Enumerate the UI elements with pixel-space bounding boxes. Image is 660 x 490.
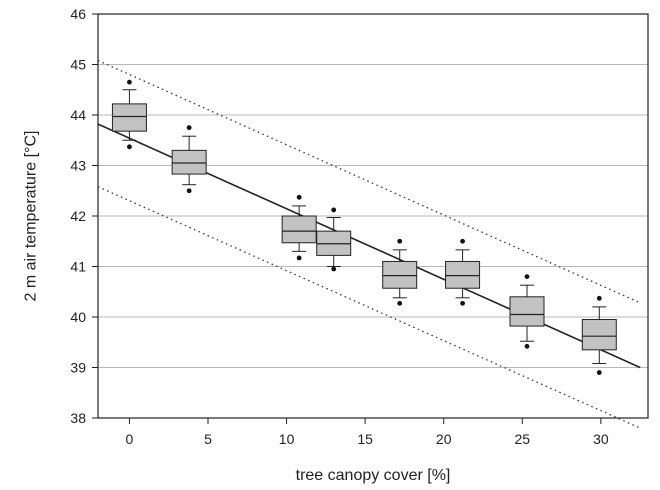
boxes xyxy=(111,79,617,375)
x-tick-label: 5 xyxy=(204,431,212,447)
outlier-point xyxy=(127,144,132,150)
outlier-point xyxy=(524,343,530,349)
y-tick-label: 44 xyxy=(70,107,86,123)
outlier-point xyxy=(331,266,337,272)
prediction-bounds xyxy=(97,59,641,429)
box-body xyxy=(111,103,147,132)
outlier-point xyxy=(460,238,465,244)
box-body xyxy=(281,215,317,244)
y-axis-title: 2 m air temperature [°C] xyxy=(23,131,40,302)
x-tick-label: 30 xyxy=(593,431,609,447)
box xyxy=(445,238,481,306)
box-body xyxy=(171,149,207,175)
box xyxy=(581,295,617,375)
outlier-point xyxy=(186,188,192,194)
box-body xyxy=(382,260,418,289)
x-tick-label: 10 xyxy=(279,431,295,447)
box xyxy=(111,79,147,150)
y-tick-label: 45 xyxy=(70,57,86,73)
y-tick-label: 42 xyxy=(70,208,86,224)
x-tick-label: 25 xyxy=(514,431,530,447)
y-tick-label: 39 xyxy=(70,360,86,376)
box xyxy=(382,238,418,306)
outlier-point xyxy=(127,79,132,85)
outlier-point xyxy=(397,300,403,306)
box-body xyxy=(509,296,545,327)
prediction-bound-line xyxy=(97,186,641,429)
box xyxy=(281,194,317,261)
ticks: 38 39 40 41 42 43 44 45 46 0 5 10 15 20 25 30 xyxy=(70,6,608,447)
outlier-point xyxy=(460,300,465,306)
outlier-point xyxy=(397,238,403,244)
outlier-point xyxy=(296,255,302,261)
y-tick-label: 46 xyxy=(70,6,86,22)
box-body xyxy=(445,260,481,289)
box xyxy=(171,125,207,194)
x-axis-title: tree canopy cover [%] xyxy=(296,467,451,484)
outlier-point xyxy=(524,274,530,279)
y-tick-label: 38 xyxy=(70,410,86,426)
y-tick-label: 41 xyxy=(70,259,86,275)
box xyxy=(509,274,545,349)
y-tick-label: 40 xyxy=(70,309,86,325)
box-body xyxy=(581,319,617,351)
y-tick-label: 43 xyxy=(70,158,86,174)
gridlines xyxy=(98,64,648,368)
outlier-point xyxy=(596,295,602,301)
box xyxy=(316,207,352,272)
outlier-point xyxy=(296,194,302,200)
x-tick-label: 0 xyxy=(126,431,134,447)
outlier-point xyxy=(596,370,602,375)
outlier-point xyxy=(186,125,192,131)
x-tick-label: 20 xyxy=(436,431,452,447)
x-tick-label: 15 xyxy=(357,431,373,447)
outlier-point xyxy=(331,207,337,213)
